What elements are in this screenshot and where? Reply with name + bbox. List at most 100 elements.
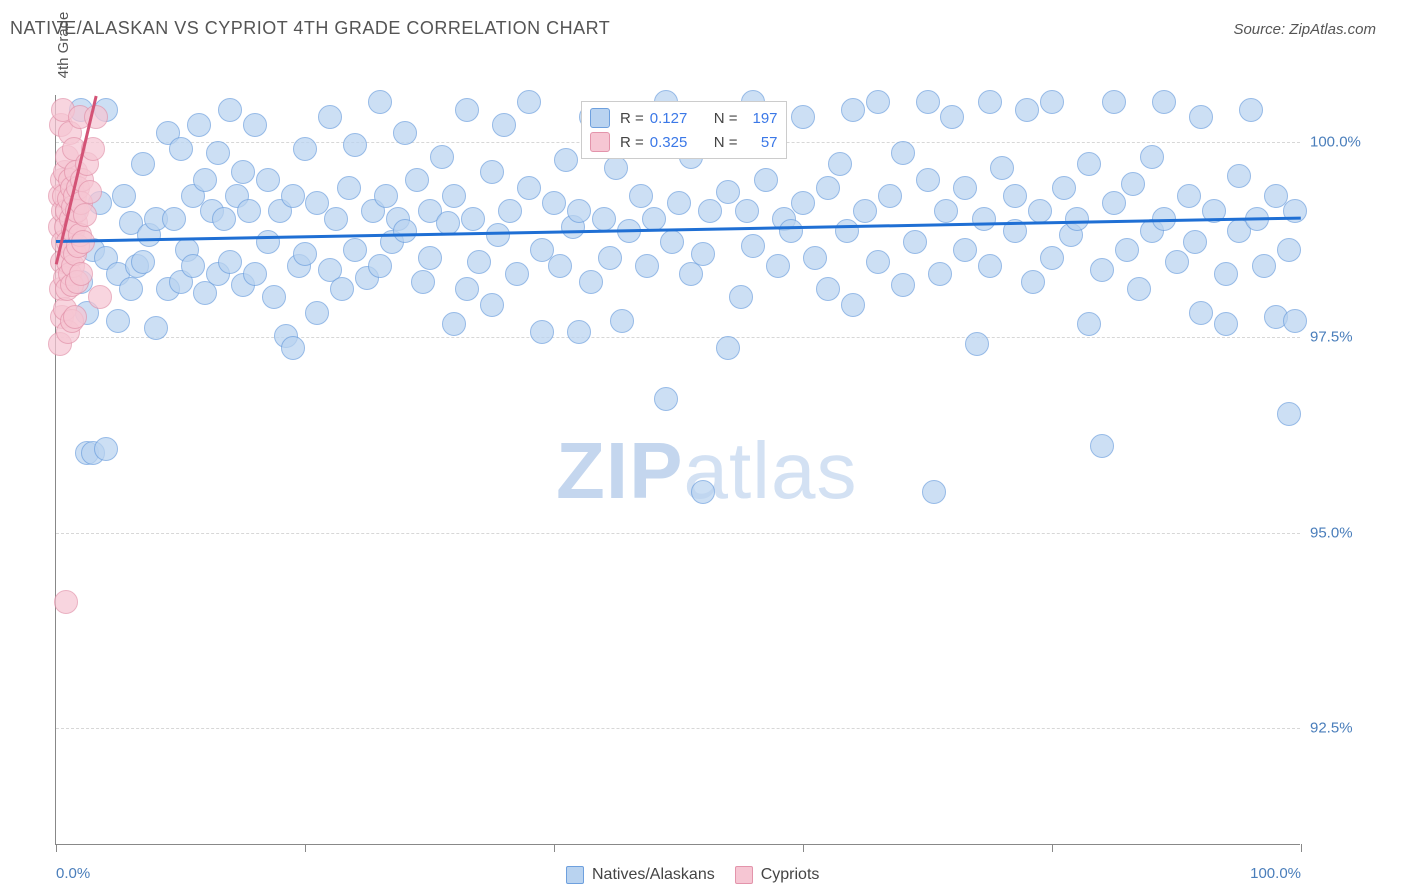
scatter-point	[1090, 434, 1114, 458]
x-tick	[56, 844, 57, 852]
chart-title: NATIVE/ALASKAN VS CYPRIOT 4TH GRADE CORR…	[10, 18, 610, 39]
scatter-point	[480, 293, 504, 317]
scatter-point	[841, 293, 865, 317]
scatter-point	[922, 480, 946, 504]
scatter-point	[455, 98, 479, 122]
scatter-point	[891, 141, 915, 165]
scatter-point	[716, 336, 740, 360]
x-tick	[305, 844, 306, 852]
legend-swatch	[735, 866, 753, 884]
scatter-point	[934, 199, 958, 223]
x-tick-label: 100.0%	[1250, 865, 1301, 882]
scatter-point	[542, 191, 566, 215]
legend-item: Natives/Alaskans	[566, 866, 715, 884]
scatter-point	[1214, 312, 1238, 336]
legend-item: Cypriots	[735, 866, 820, 884]
scatter-point	[187, 113, 211, 137]
scatter-point	[368, 254, 392, 278]
plot-area: ZIPatlas 92.5%95.0%97.5%100.0%0.0%100.0%…	[55, 95, 1300, 845]
scatter-point	[1152, 90, 1176, 114]
scatter-point	[716, 180, 740, 204]
scatter-point	[940, 105, 964, 129]
scatter-point	[779, 219, 803, 243]
scatter-point	[660, 230, 684, 254]
x-tick-label: 0.0%	[56, 865, 90, 882]
scatter-point	[691, 242, 715, 266]
scatter-point	[592, 207, 616, 231]
scatter-point	[94, 437, 118, 461]
scatter-point	[866, 250, 890, 274]
scatter-point	[1183, 230, 1207, 254]
scatter-point	[1021, 270, 1045, 294]
scatter-point	[231, 160, 255, 184]
scatter-point	[567, 199, 591, 223]
scatter-point	[567, 320, 591, 344]
scatter-point	[436, 211, 460, 235]
chart-source: Source: ZipAtlas.com	[1233, 21, 1376, 38]
scatter-point	[455, 277, 479, 301]
scatter-point	[237, 199, 261, 223]
scatter-point	[218, 98, 242, 122]
grid-line	[56, 728, 1300, 729]
scatter-point	[480, 160, 504, 184]
scatter-point	[579, 270, 603, 294]
correlation-legend: R =0.127N =197R =0.325N =57	[581, 101, 787, 159]
legend-swatch	[590, 132, 610, 152]
scatter-point	[73, 203, 97, 227]
scatter-point	[903, 230, 927, 254]
scatter-point	[554, 148, 578, 172]
scatter-point	[131, 152, 155, 176]
scatter-point	[729, 285, 753, 309]
scatter-point	[430, 145, 454, 169]
scatter-point	[218, 250, 242, 274]
scatter-point	[293, 242, 317, 266]
scatter-point	[405, 168, 429, 192]
scatter-point	[990, 156, 1014, 180]
scatter-point	[1121, 172, 1145, 196]
scatter-point	[791, 191, 815, 215]
scatter-point	[411, 270, 435, 294]
scatter-point	[1283, 199, 1307, 223]
scatter-point	[517, 90, 541, 114]
x-tick	[1052, 844, 1053, 852]
scatter-point	[828, 152, 852, 176]
scatter-point	[78, 180, 102, 204]
scatter-point	[181, 254, 205, 278]
scatter-point	[324, 207, 348, 231]
scatter-point	[1065, 207, 1089, 231]
scatter-point	[442, 312, 466, 336]
scatter-point	[418, 246, 442, 270]
scatter-point	[1052, 176, 1076, 200]
watermark-bold: ZIP	[556, 426, 683, 515]
scatter-point	[953, 176, 977, 200]
scatter-point	[106, 309, 130, 333]
series-legend: Natives/Alaskans Cypriots	[566, 866, 819, 884]
scatter-point	[1127, 277, 1151, 301]
scatter-point	[953, 238, 977, 262]
scatter-point	[1214, 262, 1238, 286]
scatter-point	[610, 309, 634, 333]
scatter-point	[1040, 90, 1064, 114]
scatter-point	[635, 254, 659, 278]
scatter-point	[791, 105, 815, 129]
scatter-point	[1177, 184, 1201, 208]
scatter-point	[1102, 90, 1126, 114]
scatter-point	[1090, 258, 1114, 282]
scatter-point	[54, 590, 78, 614]
x-tick	[554, 844, 555, 852]
scatter-point	[530, 320, 554, 344]
scatter-point	[63, 305, 87, 329]
scatter-point	[629, 184, 653, 208]
n-label: N =	[714, 110, 738, 127]
y-tick-label: 92.5%	[1310, 719, 1390, 736]
scatter-point	[654, 387, 678, 411]
grid-line	[56, 337, 1300, 338]
scatter-point	[604, 156, 628, 180]
scatter-point	[598, 246, 622, 270]
scatter-point	[891, 273, 915, 297]
r-label: R =	[620, 110, 644, 127]
x-tick	[1301, 844, 1302, 852]
scatter-point	[206, 141, 230, 165]
legend-swatch	[566, 866, 584, 884]
scatter-point	[741, 234, 765, 258]
